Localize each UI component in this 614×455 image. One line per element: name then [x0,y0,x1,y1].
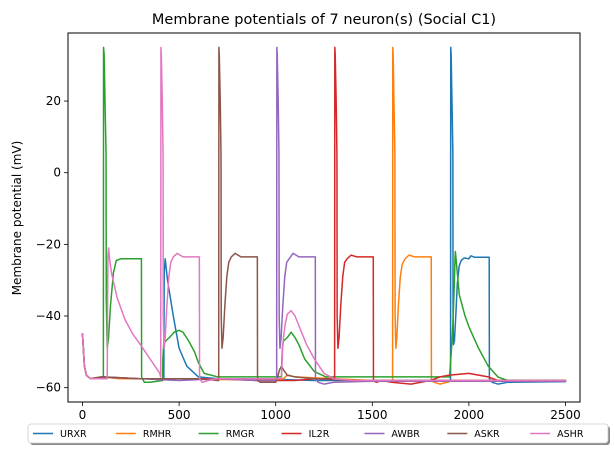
series-line-ashr [81,46,567,384]
legend-label-urxr: URXR [60,429,87,440]
legend-label-rmgr: RMGR [226,429,255,440]
y-tick-label: −20 [36,237,61,251]
y-tick-label: −40 [36,309,61,323]
legend-label-il2r: IL2R [309,429,330,440]
x-tick-label: 500 [168,408,191,422]
x-tick-label: 0 [79,408,87,422]
legend: URXR RMHR RMGR IL2R AWBR ASKR ASHR [27,423,610,445]
x-tick-label: 1500 [357,408,388,422]
chart-title: Membrane potentials of 7 neuron(s) (Soci… [152,12,496,28]
legend-label-ashr: ASHR [557,429,584,440]
x-tick-label: 2000 [454,408,485,422]
y-tick-label: 20 [46,94,61,108]
x-tick-label: 2500 [550,408,581,422]
series-layer [81,46,567,385]
y-tick-label: −60 [36,381,61,395]
x-tick-label: 1000 [260,408,291,422]
y-tick-label: 0 [53,166,61,180]
legend-label-rmhr: RMHR [143,429,172,440]
series-line-askr [81,46,567,384]
plot-area [68,33,580,402]
legend-label-askr: ASKR [474,429,500,440]
plot-frame [67,32,581,403]
legend-label-awbr: AWBR [391,429,420,440]
legend-box [27,423,609,444]
y-axis-label: Membrane potential (mV) [10,141,24,296]
axes-layer: 0 500 1000 1500 2000 2500 −60 −40 −20 0 20 [36,94,581,422]
